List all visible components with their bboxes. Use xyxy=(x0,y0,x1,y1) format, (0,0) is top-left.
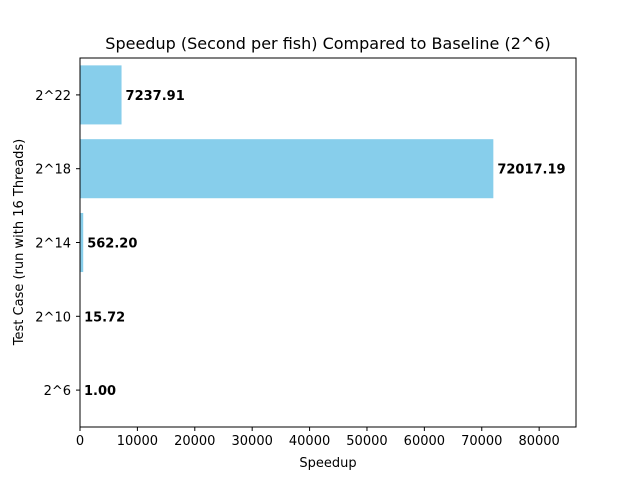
y-tick-label-2-pow-22: 2^22 xyxy=(35,89,71,104)
y-tick-label-2-pow-10: 2^10 xyxy=(35,310,71,325)
bars-layer xyxy=(80,65,494,420)
data-label-2-pow-14: 562.20 xyxy=(87,237,137,252)
data-label-2-pow-10: 15.72 xyxy=(84,310,125,325)
y-axis-ticks: 2^6 2^10 2^14 2^18 2^22 xyxy=(35,89,80,399)
x-tick-label-80000: 80000 xyxy=(518,434,559,449)
bar-2-pow-14 xyxy=(80,212,84,273)
x-tick-label-30000: 30000 xyxy=(232,434,273,449)
x-tick-label-50000: 50000 xyxy=(346,434,387,449)
x-tick-label-0: 0 xyxy=(76,434,84,449)
x-axis-label: Speedup xyxy=(299,456,356,471)
data-label-2-pow-6: 1.00 xyxy=(84,384,116,399)
x-axis-ticks: 0 10000 20000 30000 40000 50000 60000 70000 8000… xyxy=(76,427,560,449)
y-tick-label-2-pow-14: 2^14 xyxy=(35,237,71,252)
data-label-2-pow-22: 7237.91 xyxy=(126,89,185,104)
x-tick-label-20000: 20000 xyxy=(174,434,215,449)
plot-frame xyxy=(79,57,577,428)
y-axis-label: Test Case (run with 16 Threads) xyxy=(12,139,27,346)
x-tick-label-60000: 60000 xyxy=(404,434,445,449)
x-tick-label-10000: 10000 xyxy=(117,434,158,449)
data-labels: 1.00 15.72 562.20 72017.19 7237.91 xyxy=(84,89,566,399)
bar-2-pow-22 xyxy=(80,65,122,125)
x-tick-label-40000: 40000 xyxy=(289,434,330,449)
chart-title: Speedup (Second per fish) Compared to Ba… xyxy=(105,34,550,53)
x-tick-label-70000: 70000 xyxy=(461,434,502,449)
y-tick-label-2-pow-18: 2^18 xyxy=(35,163,71,178)
y-tick-label-2-pow-6: 2^6 xyxy=(44,384,71,399)
bar-2-pow-18 xyxy=(80,139,494,199)
data-label-2-pow-18: 72017.19 xyxy=(497,163,565,178)
